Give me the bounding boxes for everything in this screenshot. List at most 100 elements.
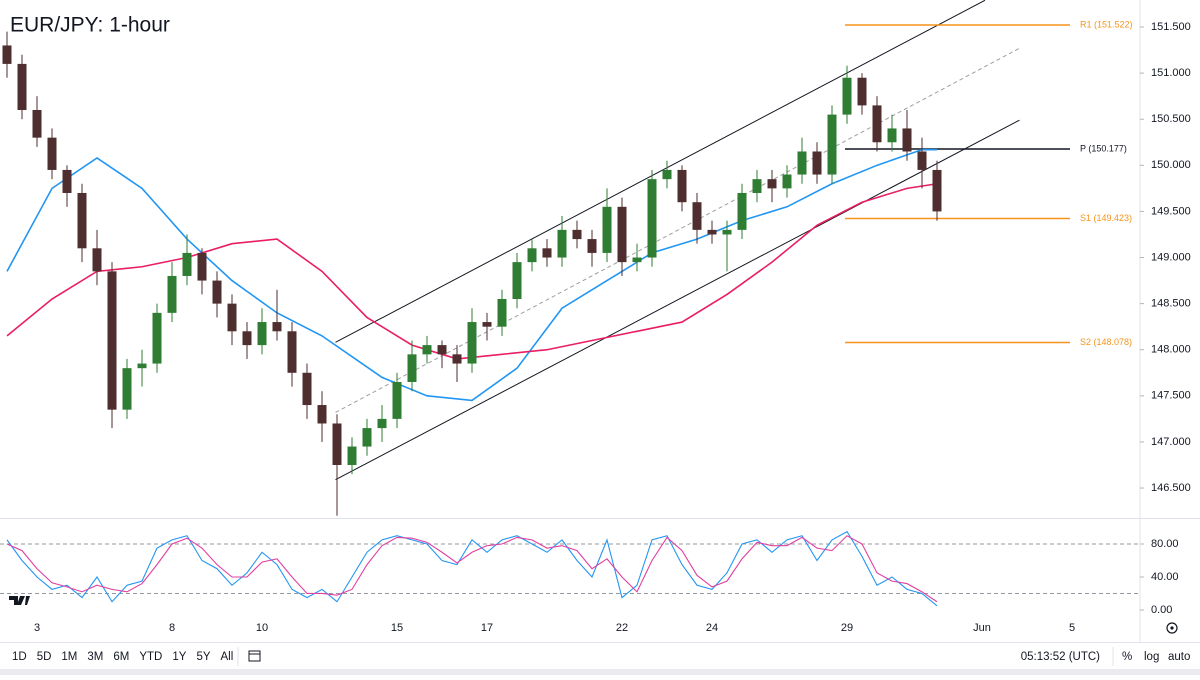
candle-body <box>827 114 837 175</box>
x-tick-label: 10 <box>256 622 268 634</box>
candle-body <box>932 169 942 212</box>
candle-body <box>647 179 657 258</box>
settings-icon[interactable] <box>1166 622 1178 634</box>
moving-average <box>6 148 938 402</box>
candle-body <box>137 363 147 369</box>
candle-body <box>422 345 432 355</box>
range-button[interactable]: YTD <box>139 651 162 663</box>
candle-body <box>17 63 27 110</box>
channel-line <box>335 0 986 343</box>
candle-body <box>467 322 477 364</box>
candle-body <box>902 128 912 152</box>
candle-body <box>482 322 492 327</box>
axes: 146.500 147.000 147.500 148.000 148.500 149.0… <box>34 21 1191 634</box>
candle-body <box>587 239 597 253</box>
candle-body <box>197 252 207 281</box>
candle-body <box>167 275 177 313</box>
range-button[interactable]: 5Y <box>196 651 210 663</box>
range-button[interactable]: All <box>221 651 234 663</box>
scale-option[interactable]: log <box>1144 651 1159 663</box>
pivot-label: R1 (151.522) <box>1080 19 1133 29</box>
candle-body <box>722 229 732 235</box>
x-tick-label: 15 <box>391 622 403 634</box>
scale-option[interactable]: % <box>1122 651 1132 663</box>
candle-body <box>272 322 282 332</box>
range-button[interactable]: 1D <box>12 651 27 663</box>
candle-body <box>212 280 222 304</box>
candle-body <box>677 169 687 203</box>
y-tick-label: 147.500 <box>1151 390 1191 402</box>
range-button[interactable]: 1M <box>61 651 77 663</box>
pivot-label: S1 (149.423) <box>1080 213 1132 223</box>
candle-body <box>662 169 672 180</box>
oscillator-pane <box>0 530 1140 607</box>
candle-body <box>107 271 117 410</box>
candle-body <box>77 192 87 249</box>
x-tick-label: 24 <box>706 622 718 634</box>
candle-body <box>302 372 312 406</box>
scale-option[interactable]: auto <box>1168 651 1190 663</box>
candle-body <box>242 331 252 346</box>
candle-body <box>392 381 402 419</box>
candle-body <box>752 179 762 193</box>
candle-body <box>437 345 447 355</box>
candle-body <box>917 151 927 170</box>
channel-line <box>335 47 1020 413</box>
y-tick-label: 146.500 <box>1151 482 1191 494</box>
candle-body <box>182 252 192 276</box>
y-tick-label: 0.00 <box>1151 604 1172 616</box>
candle-body <box>602 206 612 253</box>
candle-body <box>737 192 747 230</box>
candle-body <box>287 331 297 373</box>
bottom-strip <box>0 669 1200 675</box>
candle-body <box>692 202 702 230</box>
range-button[interactable]: 6M <box>113 651 129 663</box>
channel-line <box>335 119 1020 481</box>
candle-body <box>782 174 792 189</box>
candle-body <box>797 151 807 175</box>
y-tick-label: 80.00 <box>1151 538 1179 550</box>
candle-body <box>527 248 537 263</box>
oscillator-line <box>6 535 938 603</box>
pivot-label: S2 (148.078) <box>1080 337 1132 347</box>
candle-body <box>872 105 882 143</box>
y-tick-label: 147.000 <box>1151 436 1191 448</box>
x-tick-label: 22 <box>616 622 628 634</box>
candle-body <box>572 229 582 240</box>
calendar-icon[interactable] <box>237 647 261 666</box>
range-button[interactable]: 5D <box>37 651 52 663</box>
y-tick-label: 149.000 <box>1151 251 1191 263</box>
x-tick-label: 3 <box>34 622 40 634</box>
candle-body <box>557 229 567 258</box>
range-button[interactable]: 1Y <box>172 651 186 663</box>
moving-average <box>6 182 938 360</box>
candle-body <box>122 368 132 410</box>
candle-body <box>632 257 642 263</box>
y-tick-label: 148.500 <box>1151 298 1191 310</box>
candle-body <box>452 354 462 364</box>
candle-body <box>257 322 267 346</box>
candle-body <box>842 77 852 115</box>
y-tick-label: 150.000 <box>1151 159 1191 171</box>
price-pane: R1 (151.522) P (150.177) S1 (149.423) S2 (1… <box>2 0 1133 516</box>
candle-body <box>32 109 42 138</box>
oscillator-line <box>6 530 938 607</box>
y-tick-label: 149.500 <box>1151 205 1191 217</box>
candle-body <box>542 248 552 258</box>
candle-body <box>2 45 12 64</box>
range-button[interactable]: 3M <box>87 651 103 663</box>
candle-body <box>812 151 822 175</box>
candle-body <box>62 169 72 193</box>
chart-title: EUR/JPY: 1-hour <box>10 14 170 37</box>
x-tick-label: 8 <box>169 622 175 634</box>
x-tick-label: 17 <box>481 622 493 634</box>
x-tick-label: 5 <box>1069 622 1075 634</box>
pivot-label: P (150.177) <box>1080 143 1127 153</box>
candle-body <box>512 262 522 300</box>
y-tick-label: 151.500 <box>1151 21 1191 33</box>
clock: 05:13:52 (UTC) <box>1021 651 1100 663</box>
candle-body <box>317 405 327 424</box>
